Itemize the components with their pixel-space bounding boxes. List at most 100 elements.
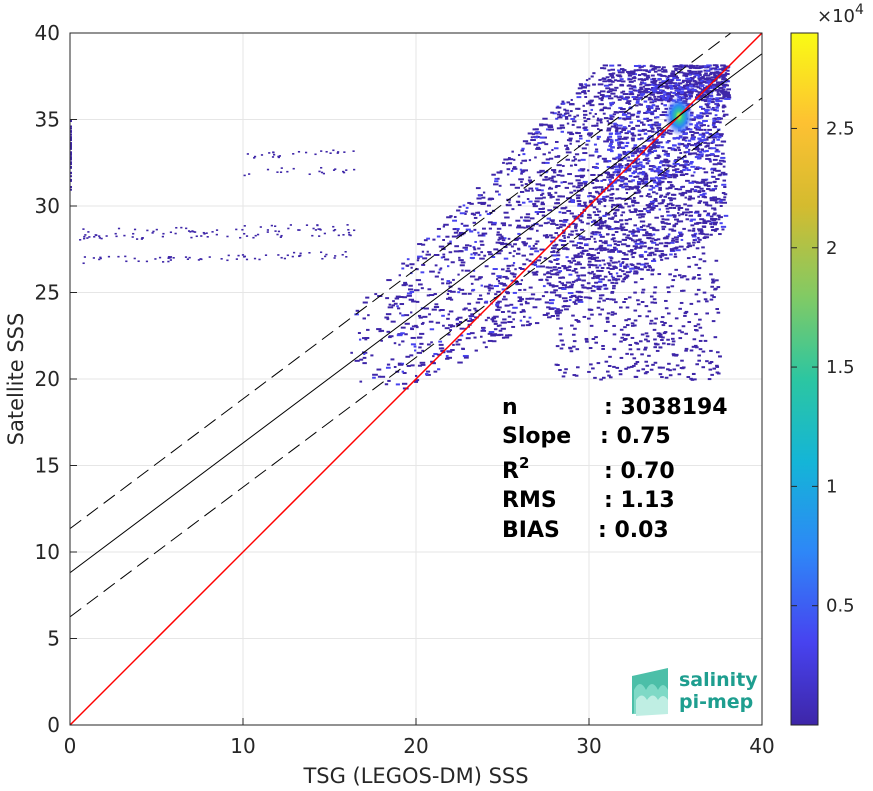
density-cell [445, 235, 450, 238]
density-cell [684, 75, 689, 77]
density-cell [599, 94, 605, 97]
density-cell [591, 270, 594, 273]
density-cell [715, 201, 719, 204]
density-cell [647, 98, 654, 101]
density-cell [474, 278, 480, 281]
density-cell [278, 155, 281, 157]
density-cell [608, 256, 613, 259]
density-cell [559, 327, 563, 330]
density-cell [716, 197, 721, 200]
density-cell [692, 241, 696, 244]
density-cell [490, 223, 497, 226]
density-cell [562, 239, 566, 242]
density-cell [698, 150, 703, 154]
density-cell [655, 138, 659, 142]
density-cell [395, 295, 401, 298]
density-cell [625, 306, 630, 309]
density-cell [669, 199, 673, 202]
density-cell [603, 263, 606, 266]
density-cell [695, 85, 699, 88]
density-cell [653, 179, 657, 182]
density-cell [714, 228, 719, 231]
density-cell [639, 254, 644, 257]
density-cell [655, 243, 659, 246]
density-cell [680, 238, 684, 241]
density-cell [656, 177, 661, 180]
density-cell [697, 201, 702, 204]
density-cell [652, 77, 655, 80]
density-cell [397, 363, 404, 366]
density-cell [666, 214, 672, 217]
density-cell [432, 355, 435, 358]
density-cell [459, 334, 464, 337]
stat-value: : 0.70 [604, 459, 675, 484]
density-cell [685, 77, 689, 80]
density-cell [712, 120, 716, 123]
density-cell [651, 130, 655, 133]
density-cell [708, 84, 712, 87]
density-cell [245, 258, 249, 261]
density-cell [610, 188, 615, 191]
density-cell [540, 201, 545, 204]
density-cell [486, 316, 490, 319]
density-cell [505, 162, 509, 165]
density-cell [595, 162, 599, 165]
density-cell [624, 132, 629, 135]
density-cell [666, 100, 671, 103]
density-cell [701, 76, 705, 78]
density-cell [666, 210, 670, 213]
density-cell [671, 185, 675, 188]
density-cell [710, 171, 715, 174]
density-cell [496, 227, 502, 230]
density-cell [682, 248, 687, 251]
density-cell [632, 234, 638, 237]
density-cell [678, 231, 683, 234]
density-cell [553, 258, 559, 261]
density-cell [661, 199, 666, 202]
density-cell [406, 294, 412, 297]
density-cell [678, 91, 682, 93]
density-cell [366, 328, 370, 331]
density-cell [570, 324, 574, 327]
density-cell [515, 281, 520, 284]
density-cell [610, 146, 615, 149]
density-cell [577, 182, 584, 185]
density-cell [612, 298, 616, 301]
density-cell [632, 251, 637, 254]
density-cell [637, 315, 642, 318]
density-cell [638, 161, 643, 164]
density-cell [699, 187, 704, 190]
density-cell [416, 351, 422, 354]
density-cell [539, 248, 545, 251]
density-cell [592, 254, 596, 257]
density-cell [684, 132, 688, 135]
density-cell [677, 207, 684, 209]
density-cell [671, 144, 676, 147]
density-cell [658, 346, 663, 349]
density-cell [665, 78, 670, 81]
density-cell [323, 232, 326, 235]
density-cell [635, 271, 639, 274]
density-cell [590, 173, 596, 176]
density-cell [584, 243, 589, 246]
density-cell [674, 354, 678, 357]
density-cell [697, 354, 701, 357]
density-cell [561, 211, 567, 214]
density-cell [603, 84, 610, 87]
density-cell [448, 324, 454, 327]
density-cell [583, 113, 588, 116]
density-cell [653, 116, 658, 119]
density-cell [659, 181, 664, 184]
density-cell [664, 205, 669, 207]
density-cell [362, 301, 368, 304]
density-cell [616, 244, 621, 247]
density-cell [644, 305, 649, 308]
density-cell [678, 86, 682, 89]
density-cell [185, 227, 188, 230]
density-cell [655, 349, 660, 352]
density-cell [610, 238, 615, 241]
density-cell [639, 129, 645, 132]
density-cell [625, 263, 629, 266]
density-cell [649, 101, 655, 104]
density-cell [580, 266, 586, 269]
